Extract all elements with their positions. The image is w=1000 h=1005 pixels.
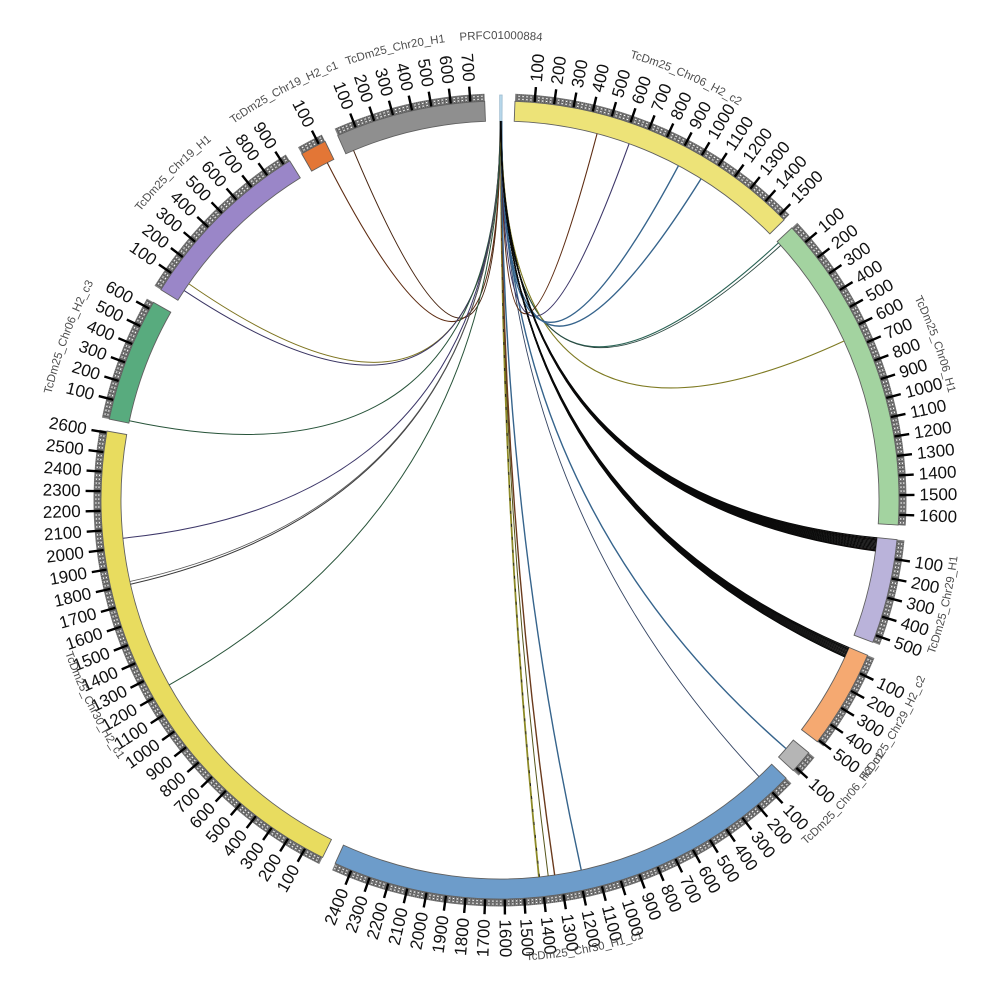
svg-text:PRFC01000884: PRFC01000884 [459,30,544,44]
svg-text:2200: 2200 [43,502,81,522]
svg-text:1800: 1800 [451,917,473,956]
svg-text:100: 100 [527,53,548,83]
svg-text:1600: 1600 [919,506,958,526]
svg-text:1700: 1700 [473,919,493,958]
svg-text:2400: 2400 [43,458,82,480]
svg-text:1600: 1600 [495,919,514,957]
svg-text:700: 700 [457,53,478,83]
svg-text:200: 200 [547,55,570,86]
svg-text:1400: 1400 [918,462,957,483]
svg-text:2300: 2300 [43,480,81,500]
svg-text:2100: 2100 [43,523,82,545]
svg-text:600: 600 [435,54,457,85]
svg-text:1500: 1500 [919,485,957,504]
